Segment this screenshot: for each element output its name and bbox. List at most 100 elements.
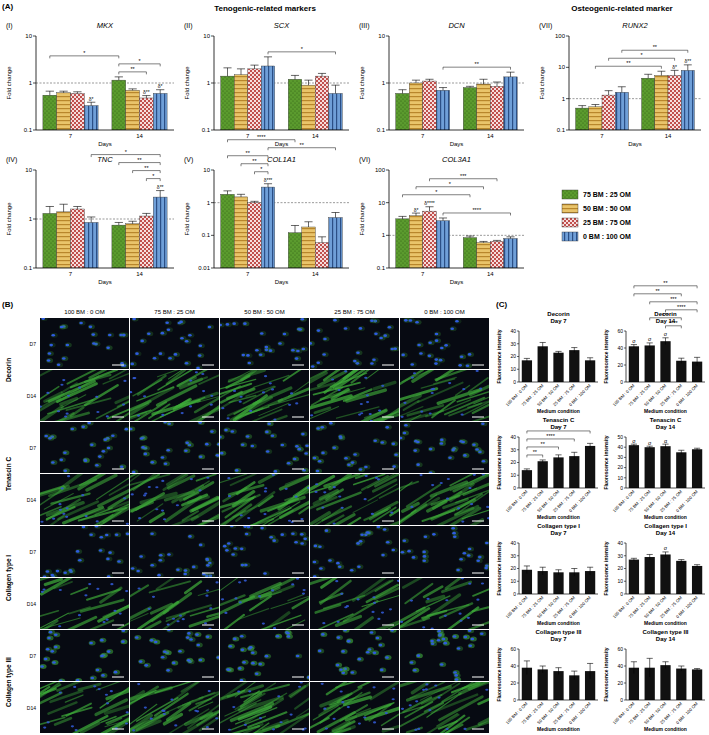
micrograph-texture xyxy=(208,690,211,692)
micrograph-texture xyxy=(341,507,344,509)
bar xyxy=(655,75,668,130)
micrograph-texture xyxy=(51,333,58,338)
micrograph xyxy=(130,318,219,369)
micrograph-texture xyxy=(316,360,323,365)
micrograph-texture xyxy=(190,615,219,627)
micrograph-texture xyxy=(487,517,489,519)
micrograph-texture xyxy=(461,578,464,579)
micrograph xyxy=(220,682,309,733)
micrograph-texture xyxy=(99,549,103,552)
micrograph-texture xyxy=(322,352,329,357)
micrograph-texture xyxy=(96,411,99,413)
micrograph-texture xyxy=(335,663,342,668)
micrograph-texture xyxy=(132,471,136,473)
error-bar xyxy=(223,191,231,194)
micrograph-texture xyxy=(409,660,416,665)
micrograph-texture xyxy=(208,628,211,629)
micrograph-texture xyxy=(79,320,86,325)
micrograph-texture xyxy=(247,362,251,365)
micrograph-texture xyxy=(439,441,446,446)
micrograph-texture xyxy=(183,573,187,576)
tick-label: 10 xyxy=(25,167,32,173)
micrograph-texture xyxy=(338,434,345,439)
micrograph-texture xyxy=(147,332,151,335)
micrograph-texture xyxy=(463,454,467,457)
micrograph-texture xyxy=(150,531,157,536)
micrograph-texture xyxy=(410,506,413,508)
legend-label: 50 BM : 50 OM xyxy=(583,205,631,212)
panel-label: (A) xyxy=(2,2,13,11)
micrograph-texture xyxy=(40,687,49,699)
axis-title: Days xyxy=(98,279,112,285)
category-label: 14 xyxy=(136,271,143,277)
micrograph-texture xyxy=(52,661,56,664)
micrograph-texture xyxy=(62,450,69,455)
error-bar xyxy=(304,80,312,85)
micrograph-texture xyxy=(239,546,246,551)
micrograph-texture xyxy=(379,335,386,340)
tick xyxy=(211,268,214,269)
bar xyxy=(490,241,504,268)
micrograph-texture xyxy=(125,722,128,724)
micrograph-texture xyxy=(264,429,271,434)
micrograph-texture xyxy=(402,430,409,435)
micrograph-texture xyxy=(479,631,486,636)
micrograph-texture xyxy=(106,558,110,561)
micrograph-background xyxy=(400,526,489,577)
micrograph-texture xyxy=(198,585,219,595)
micrograph-texture xyxy=(485,542,489,545)
micrograph-texture xyxy=(58,625,61,627)
micrograph-texture xyxy=(454,319,461,324)
micrograph-texture xyxy=(184,339,191,344)
micrograph-texture xyxy=(476,370,479,372)
micrograph-texture xyxy=(94,526,101,529)
micrograph-background xyxy=(130,630,219,681)
micrograph-texture xyxy=(438,634,442,637)
micrograph-texture xyxy=(250,650,257,655)
micrograph-texture xyxy=(186,631,193,636)
micrograph-texture xyxy=(264,654,271,659)
micrograph-texture xyxy=(101,449,108,454)
micrograph-texture xyxy=(484,540,489,545)
micrograph-texture xyxy=(431,628,434,629)
micrograph-texture xyxy=(153,640,160,645)
micrograph-texture xyxy=(254,375,289,387)
tick-label: 0.1 xyxy=(377,127,386,133)
bar xyxy=(463,88,477,130)
micrograph-texture xyxy=(300,542,304,545)
micrograph-texture xyxy=(249,410,252,412)
micrograph-texture xyxy=(404,319,408,322)
tick-label: 1 xyxy=(207,80,211,86)
micrograph-background xyxy=(40,422,129,473)
micrograph-texture xyxy=(103,438,107,441)
micrograph-texture xyxy=(313,561,317,564)
micrograph-texture xyxy=(115,533,119,536)
error-bar xyxy=(684,65,692,71)
micrograph-texture xyxy=(364,377,367,379)
micrograph-texture xyxy=(40,718,65,725)
micrograph-texture xyxy=(418,383,463,402)
micrograph-texture xyxy=(242,321,249,326)
micrograph-texture xyxy=(422,559,426,562)
micrograph-texture xyxy=(344,370,347,372)
micrograph-texture xyxy=(302,589,305,591)
micrograph-texture xyxy=(205,558,209,561)
micrograph-texture xyxy=(353,360,357,363)
micrograph-texture xyxy=(79,322,83,325)
micrograph-texture xyxy=(411,555,418,560)
micrograph xyxy=(130,370,219,421)
category-label: 7 xyxy=(69,271,73,277)
micrograph-texture xyxy=(96,520,99,522)
micrograph-texture xyxy=(291,532,295,535)
micrograph-texture xyxy=(427,353,434,358)
micrograph-texture xyxy=(57,682,90,691)
micrograph-texture xyxy=(416,653,423,658)
bar xyxy=(602,95,615,130)
micrograph-texture xyxy=(152,596,155,598)
micrograph-texture xyxy=(296,655,300,658)
bar xyxy=(57,93,71,130)
micrograph-texture xyxy=(448,382,451,384)
micrograph-texture xyxy=(271,589,274,591)
micrograph-texture xyxy=(98,455,102,458)
scale-bar xyxy=(472,573,484,574)
